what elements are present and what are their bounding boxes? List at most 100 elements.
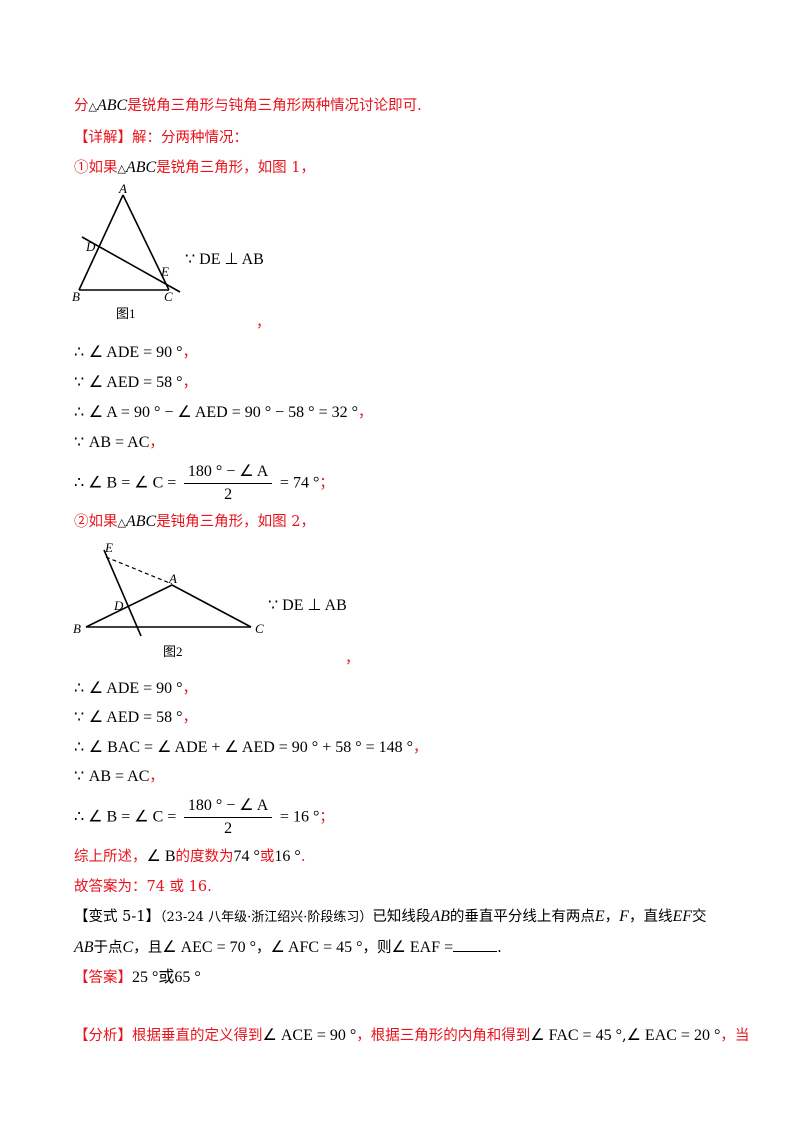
case2-line-4-punct: ， bbox=[149, 769, 164, 785]
case2-line-3-punct: ， bbox=[413, 740, 428, 756]
triangle-abc: ABC bbox=[96, 97, 128, 114]
fig2-label-c: C bbox=[255, 621, 264, 636]
summary-end: . bbox=[300, 849, 306, 865]
case2-line-2-expr: ∠ AED = 58 ° bbox=[88, 709, 183, 726]
detail-tag: 【详解】 bbox=[74, 130, 132, 146]
fig2-trailing: ， bbox=[345, 651, 360, 667]
fig1-label-e: E bbox=[160, 264, 169, 279]
figure-2: E A D B C 图2 bbox=[73, 540, 264, 659]
variant-line-1: 【变式 5-1】（23-24 八年级·浙江绍兴·阶段练习）已知线段AB的垂直平分… bbox=[74, 907, 707, 928]
analysis-angle-eac: ∠ EAC = 20 ° bbox=[626, 1027, 721, 1044]
variant-text2: 的垂直平分线上有两点 bbox=[449, 909, 595, 925]
variant-angle-aec: ∠ AEC = 70 ° bbox=[162, 939, 256, 956]
case2-line-4: ∵ AB = AC， bbox=[74, 767, 164, 787]
intro-line: 分△ABC是锐角三角形与钝角三角形两种情况讨论即可. bbox=[74, 96, 422, 117]
case2-line-1-punct: ， bbox=[182, 681, 198, 697]
intro-post: 是锐角三角形与钝角三角形两种情况讨论即可. bbox=[127, 98, 422, 114]
case2-line-3: ∴ ∠ BAC = ∠ ADE + ∠ AED = 90 ° + 58 ° = … bbox=[74, 738, 428, 758]
fig1-trailing: ， bbox=[256, 315, 271, 331]
case1-line-4-punct: ， bbox=[149, 435, 164, 451]
case1-line-2-punct: ， bbox=[182, 375, 198, 391]
analysis-angle-fac: ∠ FAC = 45 ° bbox=[530, 1027, 622, 1044]
case2-head-post: 是钝角三角形，如图 2， bbox=[156, 514, 316, 530]
case2-line-3-sym: ∴ bbox=[74, 739, 85, 756]
fig1-label-b: B bbox=[72, 289, 80, 304]
case2-fraction-num: 180 ° − ∠ A bbox=[183, 796, 273, 818]
fig1-label-d: D bbox=[85, 239, 96, 254]
case2-heading: ②如果△ABC是钝角三角形，如图 2， bbox=[74, 512, 315, 533]
analysis-t3: , bbox=[621, 1028, 627, 1044]
summary-or: 或 bbox=[259, 849, 275, 865]
case2-line-1: ∴ ∠ ADE = 90 °， bbox=[74, 679, 197, 699]
fig2-label-d: D bbox=[113, 598, 124, 613]
triangle-symbol: △ bbox=[117, 516, 126, 529]
triangle-abc: ABC bbox=[125, 513, 157, 530]
variant-tag: 【变式 5-1】 bbox=[74, 909, 160, 925]
answer-line: 故答案为：74 或 16. bbox=[74, 879, 212, 895]
variant-seg-ab: AB bbox=[430, 908, 450, 925]
variant-text1: 已知线段 bbox=[372, 909, 431, 925]
case1-final-lhs: ∴ ∠ B = ∠ C = bbox=[74, 474, 177, 492]
case1-head-pre: ①如果 bbox=[74, 160, 118, 176]
case1-line-3-punct: ， bbox=[357, 405, 373, 421]
case1-line-2: ∵ ∠ AED = 58 °， bbox=[74, 373, 197, 393]
case1-line-3-sym: ∴ bbox=[74, 404, 85, 421]
case1-heading: ①如果△ABC是锐角三角形，如图 1， bbox=[74, 158, 315, 179]
fig2-label-a: A bbox=[168, 571, 177, 586]
fig2-side-text: ∵ DE ⊥ AB bbox=[268, 597, 347, 614]
case1-fraction: 180 ° − ∠ A 2 bbox=[183, 462, 273, 505]
case2-final: ∴ ∠ B = ∠ C = 180 ° − ∠ A 2 = 16 °； bbox=[74, 796, 334, 839]
case1-line-1-expr: ∠ ADE = 90 ° bbox=[88, 344, 183, 361]
variant-line-ef: EF bbox=[672, 908, 692, 925]
analysis-t1: 根据垂直的定义得到 bbox=[132, 1028, 263, 1044]
variant-end: . bbox=[497, 940, 502, 956]
variant-point-e: E bbox=[594, 908, 605, 925]
triangle-symbol: △ bbox=[88, 100, 97, 113]
analysis-t2: ，根据三角形的内角和得到 bbox=[356, 1028, 531, 1044]
fig1-side-text: ∵ DE ⊥ AB bbox=[185, 251, 264, 268]
figure-1: A B C D E 图1 bbox=[72, 181, 181, 321]
analysis-row: 【分析】根据垂直的定义得到∠ ACE = 90 °，根据三角形的内角和得到∠ F… bbox=[74, 1026, 749, 1046]
summary-pre: 综上所述， bbox=[74, 849, 147, 865]
variant-text3: ，直线 bbox=[628, 909, 673, 925]
case2-final-rhs: = 16 ° bbox=[279, 808, 320, 826]
case2-final-lhs: ∴ ∠ B = ∠ C = bbox=[74, 808, 177, 826]
case2-line-4-expr: AB = AC bbox=[88, 768, 150, 785]
summary-line: 综上所述，∠ B的度数为74 °或16 °. bbox=[74, 847, 305, 867]
variant-line2-text2: ，且 bbox=[133, 940, 163, 956]
case2-line-1-sym: ∴ bbox=[74, 680, 85, 697]
case1-line-4: ∵ AB = AC， bbox=[74, 433, 164, 453]
variant-text4: 交 bbox=[692, 909, 707, 925]
case1-line-2-expr: ∠ AED = 58 ° bbox=[88, 374, 183, 391]
case2-line-4-sym: ∵ bbox=[74, 768, 85, 785]
case1-line-4-expr: AB = AC bbox=[88, 434, 150, 451]
variant-comma: ， bbox=[604, 909, 620, 925]
case1-head-post: 是锐角三角形，如图 1， bbox=[156, 160, 316, 176]
case2-line-2: ∵ ∠ AED = 58 °， bbox=[74, 708, 197, 728]
answer-row: 【答案】25 °或65 ° bbox=[74, 968, 201, 988]
summary-v2: 16 ° bbox=[274, 848, 301, 865]
case2-head-pre: ②如果 bbox=[74, 514, 118, 530]
variant-point-c: C bbox=[122, 939, 134, 956]
case1-line-3: ∴ ∠ A = 90 ° − ∠ AED = 90 ° − 58 ° = 32 … bbox=[74, 403, 372, 423]
case2-line-2-punct: ， bbox=[182, 710, 198, 726]
case1-fraction-num: 180 ° − ∠ A bbox=[183, 462, 273, 484]
intro-pre: 分 bbox=[74, 98, 89, 114]
fig1-caption: 图1 bbox=[116, 306, 136, 321]
fig2-caption: 图2 bbox=[163, 644, 183, 659]
variant-point-f: F bbox=[619, 908, 629, 925]
variant-sep: ， bbox=[255, 940, 271, 956]
variant-line2-text: 于点 bbox=[93, 940, 123, 956]
answer-tag: 【答案】 bbox=[74, 970, 132, 986]
case1-line-1-sym: ∴ bbox=[74, 344, 85, 361]
case1-line-3-expr: ∠ A = 90 ° − ∠ AED = 90 ° − 58 ° = 32 ° bbox=[88, 404, 358, 421]
case1-final-rhs: = 74 ° bbox=[279, 474, 320, 492]
case2-fraction: 180 ° − ∠ A 2 bbox=[183, 796, 273, 839]
variant-angle-eaf: ∠ EAF = bbox=[391, 939, 454, 956]
case1-line-1: ∴ ∠ ADE = 90 °， bbox=[74, 343, 197, 363]
case2-line-1-expr: ∠ ADE = 90 ° bbox=[88, 680, 183, 697]
variant-then: ，则 bbox=[362, 940, 392, 956]
case2-line-3-expr: ∠ BAC = ∠ ADE + ∠ AED = 90 ° + 58 ° = 14… bbox=[88, 739, 414, 756]
analysis-angle-ace: ∠ ACE = 90 ° bbox=[262, 1027, 357, 1044]
fig2-label-e: E bbox=[104, 540, 113, 555]
